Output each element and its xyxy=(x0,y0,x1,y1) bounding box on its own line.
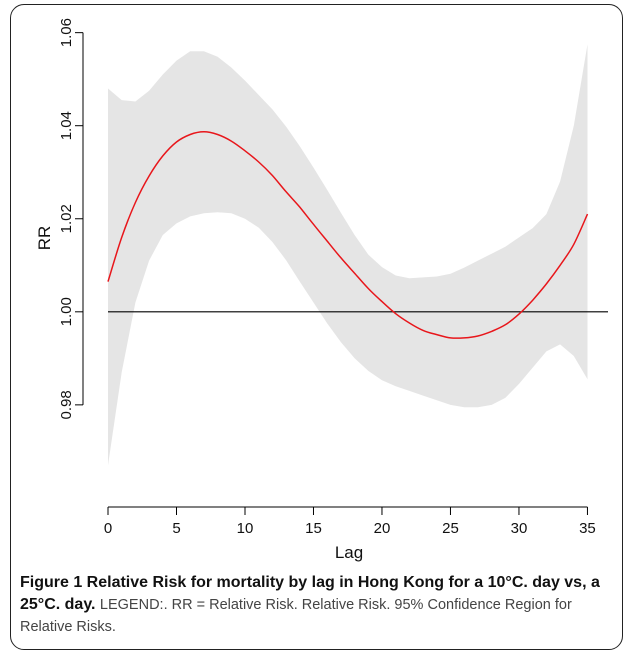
confidence-band xyxy=(108,44,588,466)
y-tick-label: 1.04 xyxy=(58,111,75,140)
x-tick-label: 15 xyxy=(305,520,322,537)
figure-caption: Figure 1 Relative Risk for mortality by … xyxy=(20,572,615,638)
x-tick-label: 30 xyxy=(511,520,528,537)
y-tick-label: 1.00 xyxy=(58,297,75,326)
y-tick-label: 1.06 xyxy=(58,18,75,47)
x-tick-label: 25 xyxy=(442,520,459,537)
caption-title: Figure 1 Relative Risk for mortality by … xyxy=(20,574,600,613)
x-tick-label: 35 xyxy=(579,520,596,537)
y-axis: 0.98 1.00 1.02 1.04 1.06 xyxy=(58,18,84,419)
caption-legend: LEGEND:. RR = Relative Risk. Relative Ri… xyxy=(20,597,572,635)
x-tick-label: 0 xyxy=(104,520,112,537)
x-tick-label: 20 xyxy=(374,520,391,537)
x-axis: 0 5 10 15 20 25 30 35 xyxy=(104,506,596,537)
y-tick-label: 1.02 xyxy=(58,204,75,233)
rr-lag-chart: 0 5 10 15 20 25 30 35 0.981.001.021.041.06 Lag … xyxy=(35,18,608,562)
rr-estimate-line xyxy=(107,131,589,339)
y-tick-label: 0.98 xyxy=(58,390,75,419)
x-tick-label: 10 xyxy=(237,520,254,537)
x-tick-label: 5 xyxy=(172,520,180,537)
x-axis-title: Lag xyxy=(335,543,363,562)
y-axis-title: RR xyxy=(35,226,54,251)
